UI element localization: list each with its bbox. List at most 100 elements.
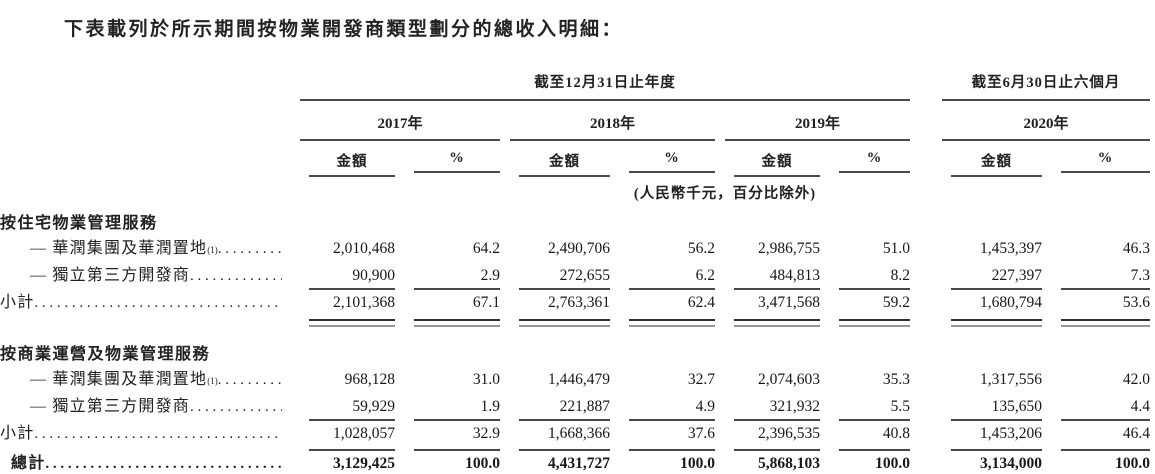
row-label-cell: — 華潤集團及華潤置地 (1)	[0, 367, 295, 394]
unit-note-row: (人民幣千元，百分比除外)	[0, 177, 1155, 203]
double-rule-row	[0, 316, 1155, 327]
double-rule	[1061, 319, 1150, 327]
value-cell: 4.9	[615, 394, 720, 421]
value-cell: 3,134,000	[980, 455, 1042, 472]
value-cell: 1,446,479	[548, 371, 610, 388]
row-label-cell: — 華潤集團及華潤置地 (1)	[0, 236, 295, 263]
row-label: — 華潤集團及華潤置地	[30, 371, 208, 388]
value-cell: 67.1	[472, 294, 500, 311]
value-cell: 2,763,361	[548, 294, 610, 311]
table-row: — 獨立第三方開發商 90,900 2.9 272,655 6.2 484,81…	[0, 263, 1155, 290]
value-cell: 5.5	[825, 394, 915, 421]
row-label-cell: 總計	[0, 451, 295, 474]
footnote-ref: (1)	[207, 376, 218, 386]
double-rule	[309, 319, 395, 327]
single-rule	[839, 449, 910, 451]
value-cell: 2,074,603	[758, 371, 820, 388]
value-cell: 56.2	[687, 240, 715, 257]
section-header: 按商業運營及物業管理服務	[0, 346, 211, 363]
value-cell: 100.0	[875, 455, 910, 472]
double-rule	[629, 319, 715, 327]
header-percent-2018: %	[615, 141, 720, 177]
value-cell: 3,129,425	[333, 455, 395, 472]
header-percent-2020: %	[1047, 141, 1155, 177]
value-cell: 32.7	[687, 371, 715, 388]
footnote-ref: (1)	[207, 245, 218, 255]
value-cell: 46.3	[1122, 240, 1150, 257]
table-header-measures: 金額 % 金額 % 金額 % 金額 %	[0, 141, 1155, 177]
double-rule	[839, 319, 910, 327]
value-cell: 227,397	[937, 263, 1047, 290]
value-cell: 135,650	[937, 394, 1047, 421]
value-cell: 35.3	[882, 371, 910, 388]
value-cell: 1,317,556	[980, 371, 1042, 388]
value-cell: 8.2	[825, 263, 915, 290]
value-cell: 968,128	[344, 371, 395, 388]
value-cell: 2,101,368	[333, 294, 395, 311]
header-percent-2019: %	[825, 141, 915, 177]
section-commercial-header-row: 按商業運營及物業管理服務	[0, 343, 1155, 367]
page-title: 下表載列於所示期間按物業開發商類型劃分的總收入明細：	[64, 19, 624, 40]
value-cell: 31.0	[472, 371, 500, 388]
value-cell: 2,986,755	[758, 240, 820, 257]
single-rule	[734, 449, 820, 451]
value-cell: 59.2	[882, 294, 910, 311]
value-cell: 53.6	[1122, 294, 1150, 311]
table-header-groups: 截至12月31日止年度 截至6月30日止六個月	[0, 71, 1155, 101]
value-cell: 2,490,706	[548, 240, 610, 257]
single-rule-row	[0, 449, 1155, 451]
section-header: 按住宅物業管理服務	[0, 215, 158, 232]
value-cell: 7.3	[1047, 263, 1155, 290]
value-cell: 1,668,366	[548, 425, 610, 442]
table-row: — 獨立第三方開發商 59,929 1.9 221,887 4.9 321,93…	[0, 394, 1155, 421]
unit-note: (人民幣千元，百分比除外)	[633, 186, 817, 202]
row-label-cell: 小計	[0, 421, 295, 447]
dot-leader	[45, 451, 282, 474]
header-amount-2017: 金額	[295, 141, 400, 177]
dot-leader	[34, 290, 282, 316]
value-cell: 1,028,057	[333, 425, 395, 442]
year-2019: 2019年	[725, 101, 910, 141]
year-2017: 2017年	[300, 101, 500, 141]
header-amount-2020: 金額	[937, 141, 1047, 177]
double-rule	[414, 319, 500, 327]
value-cell: 4,431,727	[548, 455, 610, 472]
single-rule	[414, 449, 500, 451]
dot-leader	[218, 236, 282, 262]
col-group-year-ended-dec31: 截至12月31日止年度	[300, 71, 910, 101]
subtotal-row: 小計 2,101,368 67.1 2,763,361 62.4 3,471,5…	[0, 290, 1155, 316]
row-label-cell: — 獨立第三方開發商	[0, 263, 295, 290]
value-cell: 100.0	[680, 455, 715, 472]
single-rule	[629, 449, 715, 451]
value-cell: 2.9	[400, 263, 505, 290]
value-cell: 484,813	[720, 263, 825, 290]
row-label-cell: 小計	[0, 290, 295, 316]
table-header-years: 2017年 2018年 2019年 2020年	[0, 101, 1155, 141]
value-cell: 2,010,468	[333, 240, 395, 257]
header-amount-2018: 金額	[505, 141, 615, 177]
row-label: — 華潤集團及華潤置地	[30, 240, 208, 257]
value-cell: 62.4	[687, 294, 715, 311]
total-row: 總計 3,129,425 100.0 4,431,727 100.0 5,868…	[0, 451, 1155, 474]
value-cell: 90,900	[295, 263, 400, 290]
value-cell: 6.2	[615, 263, 720, 290]
value-cell: 46.4	[1122, 425, 1150, 442]
single-rule	[951, 449, 1042, 451]
value-cell: 51.0	[882, 240, 910, 257]
row-label-cell: — 獨立第三方開發商	[0, 394, 295, 421]
value-cell: 40.8	[882, 425, 910, 442]
value-cell: 1,453,206	[980, 425, 1042, 442]
row-label: 總計	[11, 455, 46, 472]
header-amount-2019: 金額	[720, 141, 825, 177]
double-rule	[951, 319, 1042, 327]
value-cell: 5,868,103	[758, 455, 820, 472]
value-cell: 272,655	[505, 263, 615, 290]
value-cell: 4.4	[1047, 394, 1155, 421]
value-cell: 321,932	[720, 394, 825, 421]
dot-leader	[34, 421, 282, 447]
year-2020: 2020年	[942, 101, 1150, 141]
value-cell: 221,887	[505, 394, 615, 421]
double-rule	[519, 319, 610, 327]
row-label: 小計	[0, 294, 35, 311]
